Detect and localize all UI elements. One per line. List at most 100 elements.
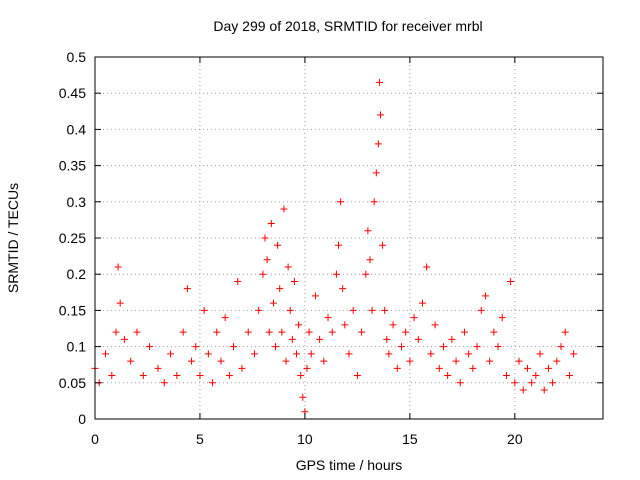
data-point (414, 335, 422, 343)
x-tick-label: 15 (402, 431, 418, 447)
data-point (549, 379, 557, 387)
data-point (431, 321, 439, 329)
data-point (353, 372, 361, 380)
data-point (183, 285, 191, 293)
data-point (108, 372, 116, 380)
data-point (139, 372, 147, 380)
data-point (299, 393, 307, 401)
data-point (511, 379, 519, 387)
data-point (116, 299, 124, 307)
data-point (213, 328, 221, 336)
data-point (528, 379, 536, 387)
data-point (127, 357, 135, 365)
data-point (311, 292, 319, 300)
data-point (427, 350, 435, 358)
data-point (303, 364, 311, 372)
data-point (383, 335, 391, 343)
data-point (255, 306, 263, 314)
data-point (280, 205, 288, 213)
data-point (532, 372, 540, 380)
data-point (274, 241, 282, 249)
data-point (265, 328, 273, 336)
data-point (267, 220, 275, 228)
data-point (519, 386, 527, 394)
grid (95, 57, 603, 419)
data-point (376, 111, 384, 119)
data-point (234, 277, 242, 285)
data-point (515, 357, 523, 365)
data-point (238, 364, 246, 372)
data-point (406, 357, 414, 365)
data-point (133, 328, 141, 336)
data-point (456, 379, 464, 387)
data-point (278, 328, 286, 336)
data-point (540, 386, 548, 394)
data-point (507, 277, 515, 285)
data-point (290, 277, 298, 285)
data-point (282, 357, 290, 365)
y-tick-label: 0.45 (59, 85, 86, 101)
data-point (381, 306, 389, 314)
plot-frame (94, 56, 604, 420)
data-point (272, 343, 280, 351)
data-point (288, 335, 296, 343)
y-tick-label: 0.5 (67, 49, 87, 65)
data-point (293, 350, 301, 358)
data-point (375, 78, 383, 86)
data-point (473, 343, 481, 351)
data-point (402, 328, 410, 336)
data-point (460, 328, 468, 336)
data-point (544, 364, 552, 372)
data-point (490, 328, 498, 336)
data-point (188, 357, 196, 365)
data-point (410, 314, 418, 322)
y-tick-label: 0.3 (67, 194, 87, 210)
y-tick-label: 0.2 (67, 266, 87, 282)
data-point (101, 350, 109, 358)
data-point (362, 270, 370, 278)
data-point (160, 379, 168, 387)
data-point (435, 364, 443, 372)
data-point (372, 169, 380, 177)
data-point (477, 306, 485, 314)
data-point (200, 306, 208, 314)
data-point (230, 343, 238, 351)
data-point (154, 364, 162, 372)
data-point (284, 263, 292, 271)
data-point (523, 364, 531, 372)
data-point (316, 335, 324, 343)
data-point (498, 314, 506, 322)
data-point (570, 350, 578, 358)
data-point (557, 343, 565, 351)
data-point (332, 270, 340, 278)
data-point (324, 314, 332, 322)
data-point (217, 357, 225, 365)
data-point (374, 140, 382, 148)
data-point (486, 357, 494, 365)
y-tick-label: 0.4 (67, 121, 87, 137)
y-tick-label: 0.1 (67, 339, 87, 355)
axes: 0 0.05 0.1 0.15 0.2 0.25 0.3 0.35 0.4 0.45 0.5 0 5 10… (59, 49, 603, 447)
data-point (146, 343, 154, 351)
data-point (345, 350, 353, 358)
data-point (370, 198, 378, 206)
data-point (502, 372, 510, 380)
data-point (385, 350, 393, 358)
x-tick-label: 0 (91, 431, 99, 447)
data-point (439, 343, 447, 351)
data-point (452, 357, 460, 365)
data-point (120, 335, 128, 343)
data-point (358, 328, 366, 336)
data-point (469, 364, 477, 372)
data-point (225, 372, 233, 380)
data-point (263, 256, 271, 264)
data-point (112, 328, 120, 336)
data-point (261, 234, 269, 242)
data-point (561, 328, 569, 336)
data-point (536, 350, 544, 358)
data-point (337, 198, 345, 206)
x-tick-label: 5 (196, 431, 204, 447)
data-point (297, 372, 305, 380)
data-point (305, 328, 313, 336)
